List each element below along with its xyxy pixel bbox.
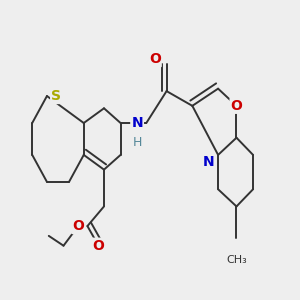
Text: O: O [72,219,84,233]
Text: S: S [51,89,61,103]
Text: N: N [203,155,215,169]
Text: O: O [149,52,161,66]
Text: O: O [92,239,104,253]
Text: H: H [132,136,142,149]
Text: CH₃: CH₃ [226,255,247,266]
Text: N: N [131,116,143,130]
Text: O: O [231,99,242,113]
